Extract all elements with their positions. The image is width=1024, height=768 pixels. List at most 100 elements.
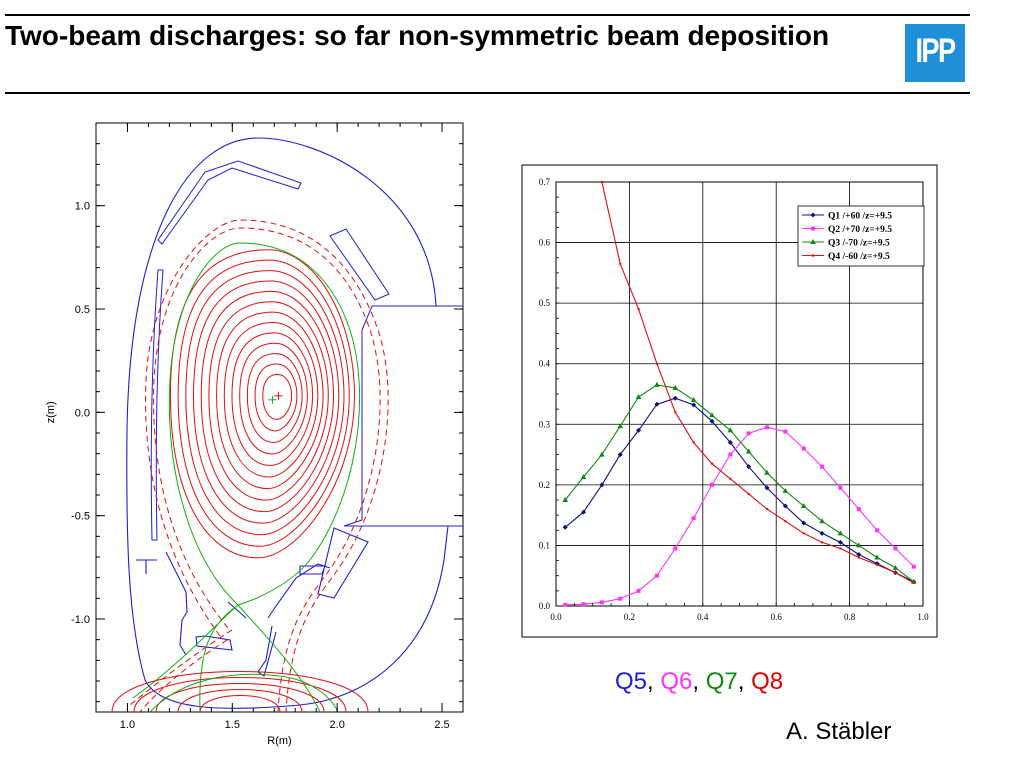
- q-label-q5: Q5: [615, 668, 648, 695]
- series-2-point: [618, 596, 623, 601]
- eq-x-tick-label: 1.5: [225, 719, 240, 731]
- sol-dashed-surface: [153, 227, 381, 713]
- vessel-contours: [126, 137, 463, 709]
- profile-x-tick-label: 1.0: [917, 612, 929, 622]
- series-1-point: [819, 530, 825, 536]
- series-3-point: [837, 530, 844, 536]
- flux-surface: [185, 270, 345, 536]
- legend-label-3: Q3 /-70 /z=+9.5: [828, 239, 890, 249]
- series-1-point: [654, 401, 660, 407]
- series-4-point: [857, 556, 860, 559]
- series-1-point: [599, 482, 605, 488]
- private-flux-arc: [199, 695, 281, 713]
- profile-y-tick-label: 0.5: [539, 298, 551, 308]
- flux-surface: [193, 280, 340, 524]
- series-2-point: [820, 464, 825, 469]
- series-1-point: [746, 464, 752, 470]
- series-1-point: [782, 503, 788, 509]
- series-1-point: [581, 509, 587, 515]
- series-4-point: [710, 462, 714, 465]
- series-4-point: [802, 532, 805, 535]
- profile-x-tick-label: 0.6: [771, 612, 783, 622]
- separatrix-lower: [149, 673, 339, 713]
- author-name: A. Stäbler: [786, 718, 892, 745]
- series-3-point: [580, 473, 587, 479]
- legend-marker: [811, 226, 815, 231]
- separatrix: [132, 242, 361, 713]
- legend-label-4: Q4 /-60 /z=+9.5: [828, 252, 890, 262]
- series-3-point: [819, 518, 825, 524]
- flux-surface: [208, 301, 329, 501]
- legend-label-2: Q2 /+70 /z=+9.5: [828, 225, 892, 235]
- series-3-point: [800, 503, 807, 509]
- series-3-point: [709, 412, 715, 418]
- series-4-point: [747, 492, 750, 496]
- eq-y-tick-label: 1.0: [75, 201, 90, 213]
- profile-x-tick-label: 0.0: [550, 612, 562, 622]
- eq-y-tick-label: 0.0: [75, 407, 90, 419]
- profile-ticks: 0.0 0.2 0.4 0.6 0.8 1.0 0.0 0.1 0.2 0.3 0.4 0.5 0.6 0…: [539, 177, 929, 622]
- series-4-point: [839, 547, 842, 550]
- series-4-point: [655, 362, 659, 365]
- series-2-point: [783, 429, 788, 434]
- series-4-point: [674, 410, 677, 414]
- series-1-point: [691, 402, 697, 408]
- series-1-point: [801, 520, 807, 526]
- port-outline: [343, 305, 463, 527]
- slide-title: Two-beam discharges: so far non-symmetri…: [5, 20, 830, 51]
- series-4-point: [600, 180, 604, 184]
- series-2-point: [709, 482, 714, 487]
- series-4-point: [894, 571, 897, 574]
- series-line-2: [565, 426, 915, 606]
- inner-wall-tile: [150, 269, 164, 541]
- series-4-point: [784, 520, 787, 523]
- series-2-point: [765, 425, 770, 430]
- series-2-point: [599, 600, 604, 605]
- series-4-point: [692, 441, 695, 444]
- series-1-point: [837, 539, 843, 545]
- series-1-point: [727, 439, 733, 445]
- profile-y-tick-label: 0.6: [539, 238, 551, 248]
- series-1-point: [709, 418, 715, 424]
- series-2-point: [838, 485, 843, 490]
- flux-surface: [200, 290, 335, 513]
- series-4-point: [820, 541, 824, 544]
- ipp-logo: IPP: [905, 24, 965, 82]
- series-1-point: [764, 485, 770, 491]
- series-2-point: [673, 546, 678, 551]
- series-2-point: [893, 546, 898, 551]
- series-4-point: [912, 581, 916, 585]
- series-3-point: [855, 542, 862, 548]
- profile-y-tick-label: 0.0: [539, 601, 551, 611]
- series-2-point: [801, 446, 806, 451]
- divertor-inner: [136, 551, 247, 656]
- series-3-point: [635, 394, 642, 400]
- series-line-4: [601, 181, 915, 584]
- series-2-point: [856, 507, 861, 512]
- series-2-point: [691, 516, 696, 521]
- q-label-separator: ,: [692, 668, 706, 695]
- q-labels: Q5, Q6, Q7, Q8: [615, 668, 783, 696]
- profile-x-tick-label: 0.2: [624, 612, 635, 622]
- series-2-point: [581, 602, 586, 607]
- q-label-q8: Q8: [751, 668, 784, 695]
- flux-surface: [231, 332, 314, 466]
- series-2-point: [746, 431, 751, 436]
- vessel-wall: [126, 137, 463, 709]
- eq-x-tick-label: 2.5: [434, 719, 449, 731]
- legend-marker: [810, 212, 816, 218]
- series-4-point: [619, 262, 622, 265]
- private-flux-arc: [111, 671, 369, 713]
- q-label-separator: ,: [647, 668, 661, 695]
- profile-y-tick-label: 0.2: [539, 480, 550, 490]
- upper-outer-tile: [329, 228, 390, 301]
- upper-tile: [157, 160, 302, 245]
- profile-y-tick-label: 0.3: [539, 419, 551, 429]
- flux-surface: [254, 363, 298, 432]
- legend-marker: [810, 239, 816, 244]
- profile-y-tick-label: 0.4: [539, 359, 551, 369]
- series-2-point: [654, 573, 659, 578]
- eq-y-axis-label: z(m): [45, 401, 57, 423]
